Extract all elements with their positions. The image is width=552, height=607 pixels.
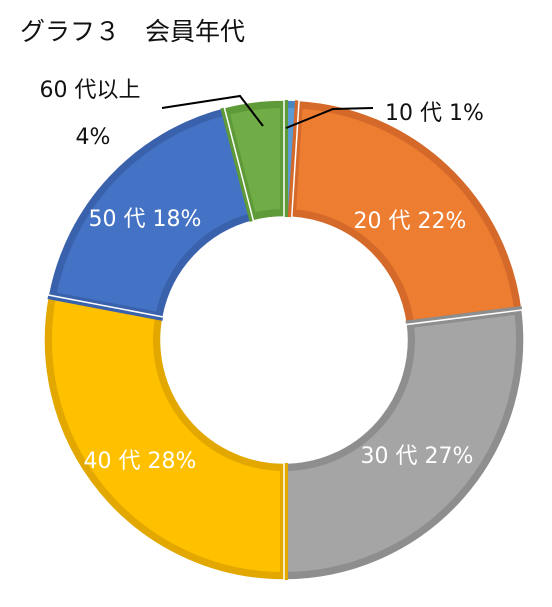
slice-separator [290, 99, 523, 326]
chart-title: グラフ３ 会員年代 [20, 17, 246, 46]
slice-separator [47, 106, 255, 318]
leader-line-60s-plus [161, 94, 264, 127]
leader-line-10s [285, 107, 374, 129]
slice-separator [43, 294, 285, 581]
slice-separator [283, 309, 525, 581]
slice-20s [287, 100, 523, 329]
slice-40s [44, 291, 288, 581]
data-label-60s-plus-category: 60 代以上 [40, 78, 141, 103]
data-label-60s-plus-percent: 4% [76, 125, 111, 150]
slice-separator [223, 99, 285, 222]
slice-30s [280, 305, 524, 581]
data-label-30s: 30 代 27% [361, 444, 474, 469]
data-label-50s: 50 代 18% [89, 207, 202, 232]
slice-50s [47, 106, 258, 321]
data-label-40s: 40 代 28% [84, 449, 197, 474]
data-label-20s: 20 代 22% [354, 209, 467, 234]
data-label-10s: 10 代 1% [385, 101, 484, 126]
